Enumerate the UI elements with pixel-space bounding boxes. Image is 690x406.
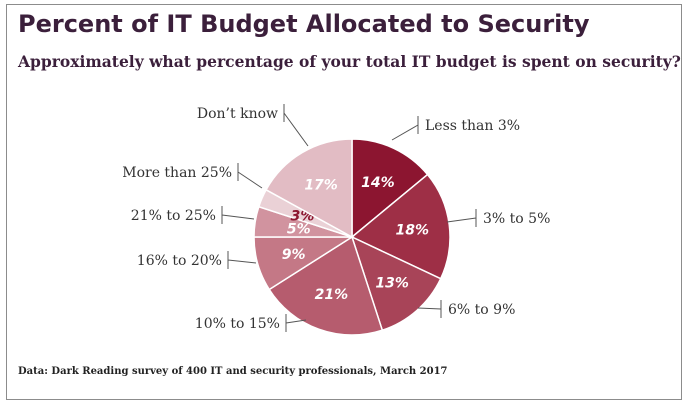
slice-value-label: 5% — [287, 222, 311, 238]
slice-category-label: 21% to 25% — [131, 208, 216, 224]
slice-category-label: 3% to 5% — [483, 211, 550, 227]
slice-category-label: 6% to 9% — [448, 302, 515, 318]
slice-value-label: 14% — [361, 175, 395, 191]
callout-line — [221, 206, 255, 224]
pie-slice-6-to-9 — [350, 235, 442, 332]
chart-subtitle: Approximately what percentage of your to… — [18, 52, 681, 71]
slice-value-label: 21% — [315, 287, 349, 303]
source-note: Data: Dark Reading survey of 400 IT and … — [18, 366, 448, 377]
slice-value-label: 13% — [375, 276, 409, 292]
pie-slice-10-to-15 — [268, 235, 384, 336]
callout-line — [446, 209, 477, 227]
slice-category-label: 10% to 15% — [195, 316, 280, 332]
callout-line — [417, 300, 442, 318]
slice-value-label: 9% — [282, 247, 306, 263]
callout-line — [227, 251, 257, 269]
slice-category-label: 16% to 20% — [137, 253, 222, 269]
slice-value-label: 17% — [304, 178, 338, 194]
pie-slice-3-to-5 — [350, 173, 451, 280]
pie-slice-don-t-know — [265, 138, 353, 239]
chart-title: Percent of IT Budget Allocated to Securi… — [18, 10, 590, 38]
callout-line — [283, 104, 309, 147]
slice-category-label: More than 25% — [122, 165, 232, 181]
callout-line — [285, 314, 307, 332]
slice-category-label: Less than 3% — [425, 118, 520, 134]
slice-value-label: 18% — [396, 222, 430, 238]
callout-line — [237, 163, 263, 189]
callout-line — [391, 116, 419, 141]
slice-category-label: Don’t know — [197, 106, 278, 122]
pie-slice-less-than-3 — [351, 138, 429, 239]
